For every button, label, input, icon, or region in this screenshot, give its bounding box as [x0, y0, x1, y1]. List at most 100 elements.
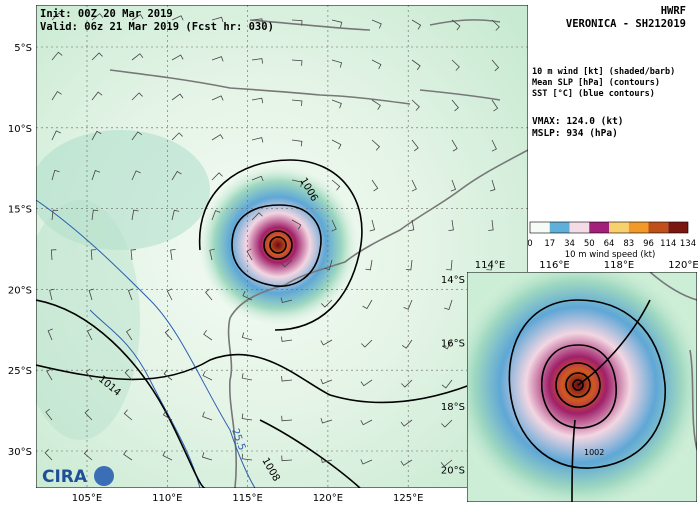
inset-lon-label: 116°E: [539, 260, 569, 271]
wind-barb: [246, 248, 253, 261]
wind-barb: [411, 59, 421, 71]
wind-barb: [441, 379, 453, 389]
slp-contour: [198, 159, 363, 331]
wind-barb: [90, 249, 97, 261]
wind-barb: [360, 379, 373, 387]
wind-barb: [488, 219, 494, 231]
wind-barb: [401, 339, 413, 349]
inset-lon-labels: 114°E 116°E 118°E 120°E: [475, 260, 699, 271]
wind-barb: [51, 169, 60, 181]
wind-barb: [47, 328, 53, 341]
wind-barb: [171, 132, 183, 141]
wind-barb: [170, 249, 176, 261]
wind-barb: [131, 131, 143, 141]
wind-barb: [291, 19, 303, 26]
wind-barb: [371, 19, 382, 29]
wind-barb: [241, 453, 253, 461]
wind-barb: [486, 259, 493, 271]
wind-barb: [205, 288, 213, 301]
wind-barb: [125, 328, 133, 341]
wind-barb: [291, 219, 302, 230]
wind-barb: [400, 459, 413, 466]
wind-barb: [84, 408, 93, 421]
contour-label: 1002: [584, 448, 604, 457]
wind-barb: [51, 51, 63, 61]
lat-labels: 5°S 10°S 15°S 20°S 25°S 30°S: [8, 43, 32, 458]
storm-name: VERONICA - SH212019: [566, 18, 686, 30]
wind-barb: [408, 219, 415, 232]
wind-barb: [91, 13, 104, 21]
inset-map: [467, 272, 697, 502]
wind-barb: [444, 299, 453, 311]
wind-barb: [320, 378, 333, 385]
wind-barb: [280, 297, 293, 303]
wind-barb: [403, 299, 413, 310]
wind-barb: [130, 249, 136, 261]
wind-barb: [491, 99, 499, 112]
wind-barb: [451, 139, 458, 152]
wind-barb: [331, 59, 343, 68]
wind-barb: [371, 99, 381, 110]
wind-barb: [51, 12, 63, 21]
wind-barb: [291, 139, 303, 147]
inset-lat-label: 18°S: [441, 402, 465, 413]
wind-barb: [281, 415, 293, 422]
wind-barb: [321, 299, 333, 308]
wind-barb: [251, 18, 263, 24]
wind-barb: [91, 170, 101, 181]
wind-barb: [251, 97, 264, 104]
sst-contour: [36, 199, 256, 488]
model-name: HWRF: [661, 5, 686, 17]
inset-lat-labels: 14°S 16°S 18°S 20°S: [441, 275, 465, 477]
wind-barb: [451, 59, 460, 71]
wind-barb: [171, 15, 184, 21]
lon-label: 115°E: [232, 493, 262, 504]
wind-barb: [211, 134, 224, 141]
inset-lat-label: 14°S: [441, 275, 465, 286]
wind-barb: [91, 91, 103, 101]
wind-barb: [331, 99, 342, 109]
wind-barb: [50, 249, 57, 261]
wind-barb: [51, 209, 59, 221]
wind-barb: [164, 328, 173, 341]
lon-label: 110°E: [152, 493, 182, 504]
wind-barb: [211, 95, 224, 101]
wind-barb: [251, 137, 264, 143]
wind-barb: [405, 259, 413, 271]
main-map: 1006 1014 1008 25.5: [36, 5, 528, 488]
wind-barb: [442, 339, 453, 350]
wind-barb: [365, 259, 373, 271]
wind-barb: [202, 411, 213, 421]
wind-barb: [211, 16, 224, 23]
wind-barb: [201, 452, 213, 461]
wind-barb: [202, 370, 213, 381]
wind-barb: [361, 339, 373, 348]
wind-barb: [320, 457, 333, 463]
wind-barb: [331, 219, 337, 232]
colorbar-tick: 96: [643, 239, 654, 249]
wind-barb: [401, 379, 413, 388]
lat-label: 25°S: [8, 366, 32, 377]
wind-barb: [211, 56, 224, 62]
wind-barb: [281, 455, 293, 462]
coastline: [227, 317, 238, 488]
wind-barb: [241, 413, 253, 421]
wind-barb: [331, 139, 342, 150]
cyclone-wind-field: [198, 165, 358, 325]
inset-lon-label: 118°E: [604, 260, 634, 271]
wind-barb: [362, 299, 373, 310]
wind-barb: [360, 459, 373, 465]
wind-barb: [251, 175, 264, 182]
colorbar-tick: 134: [680, 239, 696, 249]
graticule: [36, 5, 528, 488]
colorbar-segment: [609, 222, 629, 233]
inset-lat-label: 16°S: [441, 339, 465, 350]
init-time: Init: 00Z 20 Mar 2019: [40, 8, 173, 20]
colorbar-frame: [529, 221, 689, 234]
slp-contour: [36, 299, 206, 488]
sst-contour: [89, 309, 201, 488]
slp-contour: [36, 353, 471, 404]
wind-barb: [446, 259, 453, 271]
mslp: MSLP: 934 (hPa): [532, 128, 618, 139]
colorbar-tick: 0: [527, 239, 532, 249]
